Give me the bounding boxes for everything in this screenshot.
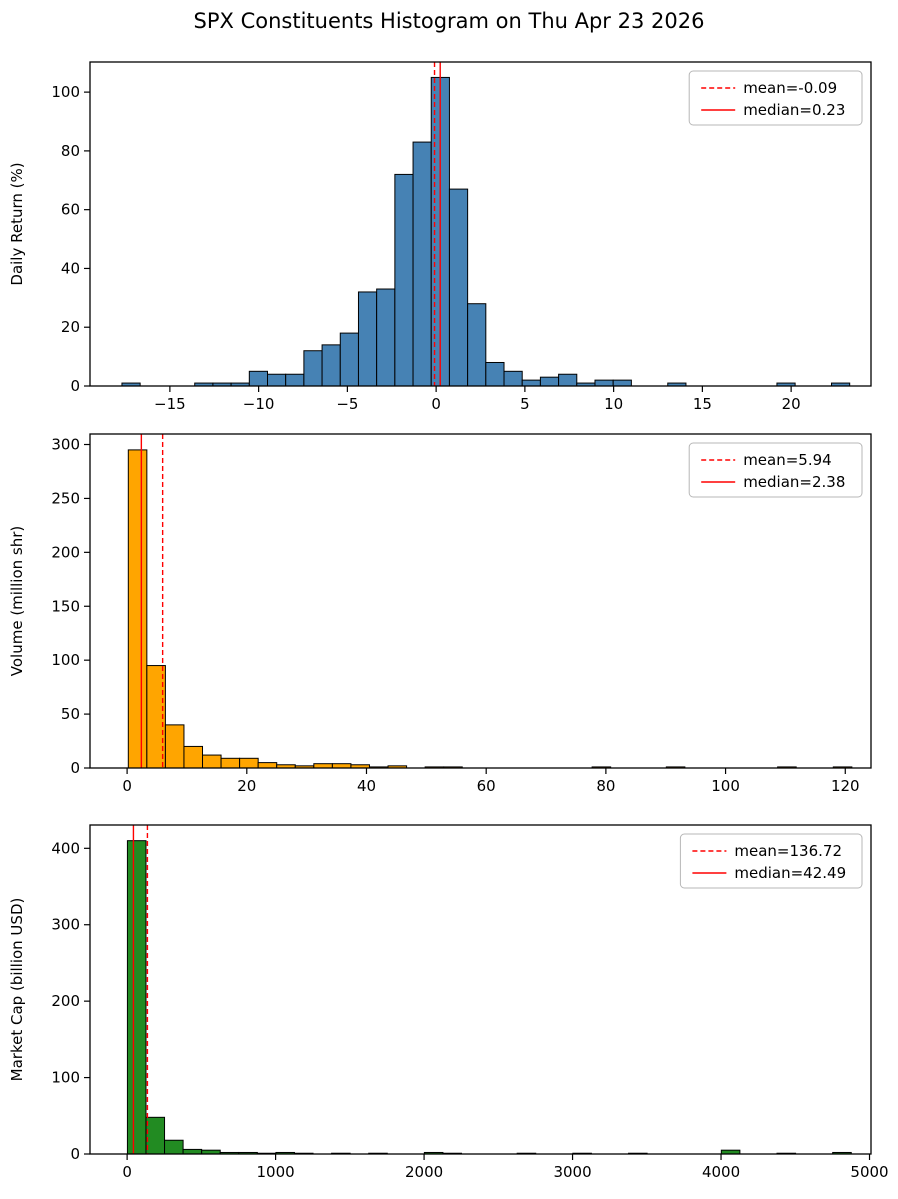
histogram-bar xyxy=(521,379,541,387)
x-tick-label: 20 xyxy=(237,777,256,795)
x-tick-label: 3000 xyxy=(553,1163,591,1181)
y-tick-label: 250 xyxy=(51,489,80,507)
y-axis-label: Market Cap (billion USD) xyxy=(8,898,26,1082)
y-tick-label: 20 xyxy=(61,318,80,336)
histogram-bar xyxy=(126,840,147,1155)
legend-box xyxy=(688,70,863,126)
x-tick-label: 5 xyxy=(520,395,530,413)
x-tick-label: 1000 xyxy=(257,1163,295,1181)
y-tick-label: 200 xyxy=(51,992,80,1010)
histogram-bar xyxy=(183,745,204,769)
x-tick-label: 0 xyxy=(431,395,441,413)
y-tick-label: 150 xyxy=(51,597,80,615)
y-axis-label: Daily Return (%) xyxy=(8,162,26,285)
legend-label: mean=5.94 xyxy=(743,451,832,469)
legend-label: median=42.49 xyxy=(734,864,846,882)
histogram-bar xyxy=(303,350,323,387)
x-tick-label: 80 xyxy=(596,777,615,795)
histogram-bar xyxy=(485,361,505,387)
histogram-bar xyxy=(539,376,560,387)
histogram-bar xyxy=(164,724,185,769)
legend-label: median=0.23 xyxy=(743,101,845,119)
histogram-bar xyxy=(182,1148,203,1155)
x-tick-label: −15 xyxy=(154,395,186,413)
histogram-bar xyxy=(248,370,268,387)
histogram-bar xyxy=(127,449,148,769)
x-tick-label: −10 xyxy=(243,395,275,413)
y-tick-label: 100 xyxy=(51,651,80,669)
x-tick-label: 10 xyxy=(604,395,623,413)
y-tick-label: 400 xyxy=(51,839,80,857)
chart-volume-histogram: 0 20 40 60 80 100 120 0 50 100 150 200 250 300 Volume … xyxy=(8,433,872,795)
y-tick-label: 60 xyxy=(61,201,80,219)
histogram-bar xyxy=(321,344,341,387)
histogram-bar xyxy=(239,757,259,769)
x-tick-label: 100 xyxy=(711,777,740,795)
y-tick-label: 0 xyxy=(70,377,80,395)
histogram-bar xyxy=(448,188,469,387)
histogram-bar xyxy=(145,1116,166,1155)
histogram-bar xyxy=(357,291,378,387)
chart-market-cap-histogram: 0 1000 2000 3000 4000 5000 0 100 200 300 400 Market… xyxy=(8,824,889,1181)
y-tick-label: 80 xyxy=(61,142,80,160)
histogram-bar xyxy=(339,332,359,387)
y-tick-label: 100 xyxy=(51,1069,80,1087)
histogram-bar xyxy=(164,1139,184,1155)
legend-box xyxy=(688,442,863,498)
y-tick-label: 40 xyxy=(61,259,80,277)
figure-title: SPX Constituents Histogram on Thu Apr 23… xyxy=(193,9,705,33)
histogram-bar xyxy=(503,370,523,387)
histogram-bar xyxy=(612,379,632,387)
y-tick-label: 200 xyxy=(51,543,80,561)
y-tick-label: 0 xyxy=(70,759,80,777)
x-tick-label: 15 xyxy=(693,395,712,413)
histogram-bar xyxy=(267,373,287,387)
histogram-bar xyxy=(202,754,222,769)
histogram-bar xyxy=(220,757,241,769)
x-tick-label: 0 xyxy=(122,777,132,795)
legend-label: median=2.38 xyxy=(743,473,845,491)
legend-label: mean=-0.09 xyxy=(743,79,837,97)
y-tick-label: 50 xyxy=(61,705,80,723)
x-tick-label: 4000 xyxy=(702,1163,740,1181)
histogram-bar xyxy=(394,173,414,387)
x-tick-label: 20 xyxy=(782,395,801,413)
y-tick-label: 300 xyxy=(51,916,80,934)
axes-frame xyxy=(89,824,872,1155)
y-tick-label: 300 xyxy=(51,436,80,454)
x-tick-label: 5000 xyxy=(850,1163,888,1181)
x-tick-label: 60 xyxy=(477,777,496,795)
histogram-bar xyxy=(412,141,432,387)
x-tick-label: −5 xyxy=(336,395,358,413)
axes-frame xyxy=(89,433,872,769)
chart-daily-return-histogram: −15 −10 −5 0 5 10 15 20 0 20 40 60 80 100 Daily Return… xyxy=(8,61,872,413)
histogram-bar xyxy=(257,762,278,769)
x-tick-label: 40 xyxy=(357,777,376,795)
histogram-bar xyxy=(467,303,487,387)
legend-label: mean=136.72 xyxy=(734,842,842,860)
x-tick-label: 0 xyxy=(122,1163,132,1181)
x-tick-label: 2000 xyxy=(405,1163,443,1181)
histogram-bar xyxy=(594,379,614,387)
y-axis-label: Volume (million shr) xyxy=(8,526,26,676)
x-tick-label: 120 xyxy=(831,777,860,795)
y-tick-label: 0 xyxy=(70,1145,80,1163)
y-tick-label: 100 xyxy=(51,83,80,101)
histogram-bar xyxy=(376,288,396,387)
axes-frame xyxy=(89,61,872,387)
legend-box xyxy=(679,833,863,889)
histogram-bar xyxy=(285,373,305,387)
histogram-bar xyxy=(558,373,578,387)
